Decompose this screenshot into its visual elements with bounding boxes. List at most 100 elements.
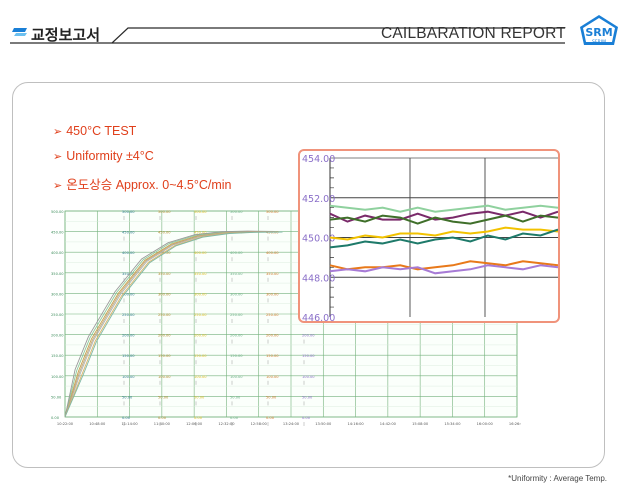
logo-letters: SRM [585, 26, 612, 39]
srm-logo-icon: SRM SERIM [580, 15, 618, 45]
y-tick-label: 446.00 [302, 313, 335, 321]
header-tab-icon [12, 28, 27, 32]
channel-value-label: 150.00 [51, 354, 64, 358]
channel-value-label: 300.00 [158, 292, 171, 296]
heating-curve [64, 230, 275, 418]
channel-value-label: 250.00 [266, 313, 279, 317]
footnote: *Uniformity : Average Temp. [508, 474, 607, 483]
channel-value-label: 200.00 [266, 334, 279, 338]
channel-value-label: 500.00 [51, 210, 64, 214]
channel-value-label: 350.00 [266, 272, 279, 276]
channel-value-label: 350.00 [122, 272, 135, 276]
channel-value-label: 150.00 [122, 354, 135, 358]
arrow-bullet-icon: ➢ [53, 126, 63, 138]
channel-value-label: 0.00 [122, 416, 131, 420]
y-tick-label: 454.00 [302, 154, 335, 165]
bullet-uniformity: ➢ Uniformity ±4°C [53, 149, 154, 163]
channel-value-label: 350.00 [51, 272, 64, 276]
channel-value-label: 500.00 [230, 210, 243, 214]
channel-value-label: 500.00 [266, 210, 279, 214]
x-tick-label: 12:06:00 [186, 422, 203, 426]
channel-value-label: 100.00 [266, 375, 279, 379]
channel-value-label: 200.00 [230, 334, 243, 338]
bullet-heating-rate: ➢ 온도상승 Approx. 0~4.5°C/min [53, 174, 232, 193]
channel-value-label: 400.00 [230, 251, 243, 255]
zoom-series-line [329, 204, 558, 213]
channel-value-label: 50.00 [230, 395, 241, 399]
channel-value-label: 100.00 [158, 375, 171, 379]
channel-value-label: 0.00 [51, 416, 60, 420]
channel-value-label: 50.00 [122, 395, 133, 399]
channel-value-label: 50.00 [194, 395, 205, 399]
channel-value-label: 200.00 [51, 334, 64, 338]
arrow-bullet-icon: ➢ [53, 151, 63, 163]
logo-text: SERIM [592, 39, 606, 45]
channel-value-label: 400.00 [194, 251, 207, 255]
x-tick-label: 12:58:00 [251, 422, 268, 426]
channel-value-label: 450.00 [51, 231, 64, 235]
x-tick-label: 11:14:00 [122, 422, 139, 426]
channel-value-label: 250.00 [158, 313, 171, 317]
x-tick-label: 12:32:00 [218, 422, 235, 426]
arrow-bullet-icon: ➢ [53, 180, 63, 192]
x-tick-label: 14:42:00 [380, 422, 397, 426]
channel-value-label: 200.00 [158, 334, 171, 338]
channel-value-label: 250.00 [51, 313, 64, 317]
channel-value-label: 150.00 [302, 354, 315, 358]
channel-value-label: 50.00 [302, 395, 313, 399]
channel-value-label: 250.00 [122, 313, 135, 317]
zoom-series-line [329, 226, 558, 241]
channel-value-label: 0.00 [194, 416, 203, 420]
zoom-inset: 454.00 452.00 450.00 448.00 446.00 [298, 149, 560, 323]
y-tick-label: 448.00 [302, 273, 335, 284]
channel-value-label: 0.00 [158, 416, 167, 420]
channel-value-label: 500.00 [158, 210, 171, 214]
x-tick-label: 15:08:00 [412, 422, 429, 426]
x-tick-label: 16:00:00 [477, 422, 494, 426]
x-tick-label: 11:40:00 [154, 422, 171, 426]
x-tick-label: 14:16:00 [348, 422, 365, 426]
x-tick-label: 16:26:00 [509, 422, 521, 426]
channel-value-label: 200.00 [122, 334, 135, 338]
header-decoration [10, 27, 565, 44]
channel-value-label: 250.00 [230, 313, 243, 317]
channel-value-label: 100.00 [194, 375, 207, 379]
channel-value-label: 0.00 [230, 416, 239, 420]
channel-value-label: 150.00 [266, 354, 279, 358]
y-tick-label: 452.00 [302, 194, 335, 205]
channel-value-label: 100.00 [51, 375, 64, 379]
channel-value-label: 50.00 [158, 395, 169, 399]
header-tab-icon-lower [14, 33, 27, 36]
channel-value-label: 450.00 [122, 231, 135, 235]
zoom-series-line [329, 264, 558, 275]
channel-value-label: 400.00 [122, 251, 135, 255]
channel-value-label: 250.00 [194, 313, 207, 317]
channel-value-label: 400.00 [266, 251, 279, 255]
bullet-text: 온도상승 Approx. 0~4.5°C/min [66, 178, 232, 192]
zoom-series-line [329, 214, 558, 225]
channel-value-label: 0.00 [266, 416, 275, 420]
y-tick-label: 450.00 [302, 234, 335, 245]
channel-value-label: 300.00 [266, 292, 279, 296]
bullet-text: 450°C TEST [66, 124, 137, 138]
channel-value-label: 450.00 [194, 231, 207, 235]
bullet-test: ➢ 450°C TEST [53, 124, 136, 138]
channel-value-label: 400.00 [51, 251, 64, 255]
channel-value-label: 150.00 [230, 354, 243, 358]
channel-value-label: 100.00 [122, 375, 135, 379]
zoom-chart: 454.00 452.00 450.00 448.00 446.00 [302, 154, 558, 321]
channel-value-label: 0.00 [302, 416, 311, 420]
channel-value-label: 300.00 [194, 292, 207, 296]
bullet-text: Uniformity ±4°C [66, 149, 154, 163]
channel-value-label: 50.00 [51, 395, 62, 399]
x-tick-label: 10:48:00 [89, 422, 106, 426]
channel-value-label: 500.00 [194, 210, 207, 214]
x-tick-label: 15:34:00 [444, 422, 461, 426]
channel-value-label: 300.00 [51, 292, 64, 296]
report-title: CAILBARATION REPORT [381, 25, 566, 42]
channel-value-label: 350.00 [158, 272, 171, 276]
header-rule [10, 27, 565, 44]
page-title: 교정보고서 [31, 26, 101, 44]
channel-value-label: 200.00 [194, 334, 207, 338]
x-tick-label: 13:24:00 [283, 422, 300, 426]
